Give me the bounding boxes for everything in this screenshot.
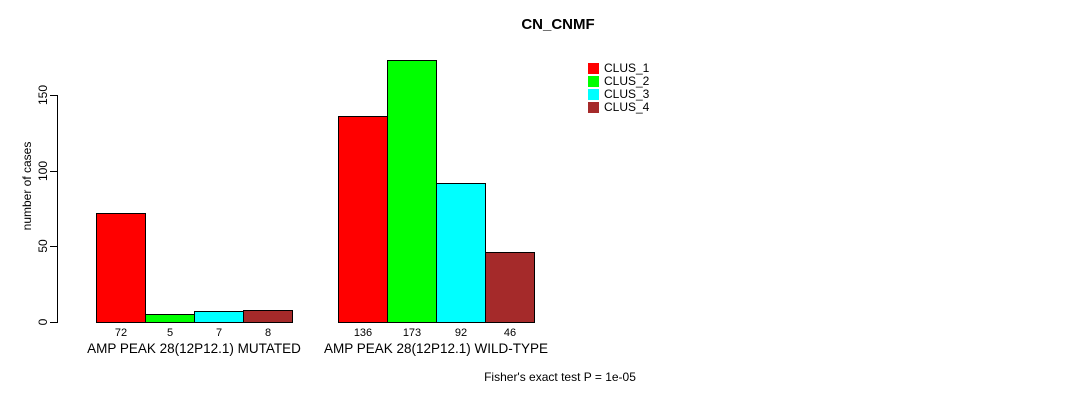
legend-swatch-clus_1 xyxy=(588,63,599,74)
bar-value-clus_2-group2: 173 xyxy=(402,327,422,339)
y-tick-label-150: 150 xyxy=(36,85,50,106)
y-tick-150 xyxy=(50,95,57,97)
category-label-group1: AMP PEAK 28(12P12.1) MUTATED xyxy=(87,341,301,356)
y-tick-0 xyxy=(50,322,57,323)
legend-swatch-clus_3 xyxy=(588,89,599,100)
bar-clus_4-group1 xyxy=(243,310,293,323)
bar-clus_1-group2 xyxy=(338,116,388,323)
bar-value-clus_1-group1: 72 xyxy=(114,327,128,339)
y-tick-label-50: 50 xyxy=(36,239,50,254)
legend-swatch-clus_4 xyxy=(588,102,599,113)
bar-value-clus_3-group1: 7 xyxy=(215,327,223,339)
y-tick-50 xyxy=(50,246,57,248)
legend-item-clus_1: CLUS_1 xyxy=(588,62,649,75)
legend-item-clus_2: CLUS_2 xyxy=(588,75,649,88)
legend-item-clus_3: CLUS_3 xyxy=(588,88,649,101)
bar-clus_2-group2 xyxy=(387,60,437,323)
bar-clus_3-group1 xyxy=(194,311,244,323)
y-tick-label-100: 100 xyxy=(36,160,50,181)
legend-swatch-clus_2 xyxy=(588,76,599,87)
chart-title: CN_CNMF xyxy=(521,16,595,33)
legend-label-clus_2: CLUS_2 xyxy=(604,74,650,88)
y-axis-line xyxy=(57,95,58,323)
bar-value-clus_4-group2: 46 xyxy=(503,327,517,339)
bar-value-clus_3-group2: 92 xyxy=(454,327,468,339)
bar-clus_2-group1 xyxy=(145,314,195,323)
y-tick-label-0: 0 xyxy=(36,318,50,326)
legend-label-clus_1: CLUS_1 xyxy=(604,61,650,75)
bar-clus_3-group2 xyxy=(436,183,486,323)
bar-value-clus_4-group1: 8 xyxy=(264,327,272,339)
bar-clus_1-group1 xyxy=(96,213,146,323)
legend-label-clus_3: CLUS_3 xyxy=(604,87,650,101)
y-axis-label: number of cases xyxy=(20,141,34,231)
stat-test-annotation: Fisher's exact test P = 1e-05 xyxy=(484,370,636,384)
bar-value-clus_2-group1: 5 xyxy=(166,327,174,339)
y-tick-100 xyxy=(50,170,57,172)
category-label-group2: AMP PEAK 28(12P12.1) WILD-TYPE xyxy=(323,341,549,356)
bar-clus_4-group2 xyxy=(485,252,535,323)
legend: CLUS_1 CLUS_2 CLUS_3 CLUS_4 xyxy=(588,62,649,114)
legend-item-clus_4: CLUS_4 xyxy=(588,101,649,114)
bar-value-clus_1-group2: 136 xyxy=(353,327,373,339)
legend-label-clus_4: CLUS_4 xyxy=(604,100,650,114)
